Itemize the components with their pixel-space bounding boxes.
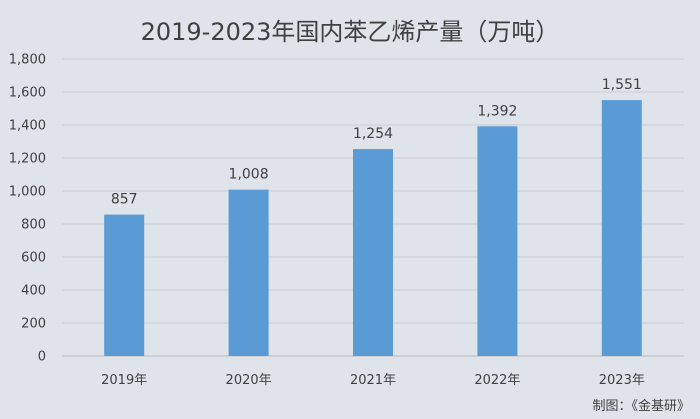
x-tick-label: 2020年 (226, 373, 272, 388)
bar (104, 214, 145, 356)
x-axis: 2019年 2020年 2021年 2022年 2023年 (101, 373, 645, 388)
y-tick-label: 0 (38, 350, 46, 365)
y-tick-label: 400 (21, 284, 46, 299)
data-label: 1,551 (602, 77, 642, 93)
chart-title: 2019-2023年国内苯乙烯产量（万吨） (141, 18, 560, 46)
y-axis: 0 200 400 600 800 1,000 1,200 1,400 1,600 1,800 (9, 53, 46, 365)
y-tick-label: 1,600 (9, 86, 46, 101)
y-tick-label: 200 (21, 317, 46, 332)
bars (104, 100, 642, 357)
data-label: 857 (111, 192, 138, 208)
x-tick-label: 2019年 (101, 373, 147, 388)
y-tick-label: 1,200 (9, 152, 46, 167)
y-tick-label: 1,000 (9, 185, 46, 200)
data-label: 1,254 (353, 126, 393, 142)
bar (353, 149, 393, 356)
y-tick-label: 1,400 (9, 119, 46, 134)
x-tick-label: 2021年 (350, 373, 396, 388)
y-tick-label: 800 (21, 218, 46, 233)
bar (477, 126, 518, 356)
x-tick-label: 2022年 (474, 373, 520, 388)
source-note: 制图：《金基研》 (592, 398, 690, 414)
y-tick-label: 600 (21, 251, 46, 266)
data-labels: 857 1,008 1,254 1,392 1,551 (111, 77, 642, 208)
x-tick-label: 2023年 (599, 373, 645, 388)
y-tick-label: 1,800 (9, 53, 46, 68)
bar (601, 100, 642, 357)
bar (228, 189, 269, 356)
data-label: 1,008 (229, 167, 269, 183)
data-label: 1,392 (477, 103, 517, 119)
